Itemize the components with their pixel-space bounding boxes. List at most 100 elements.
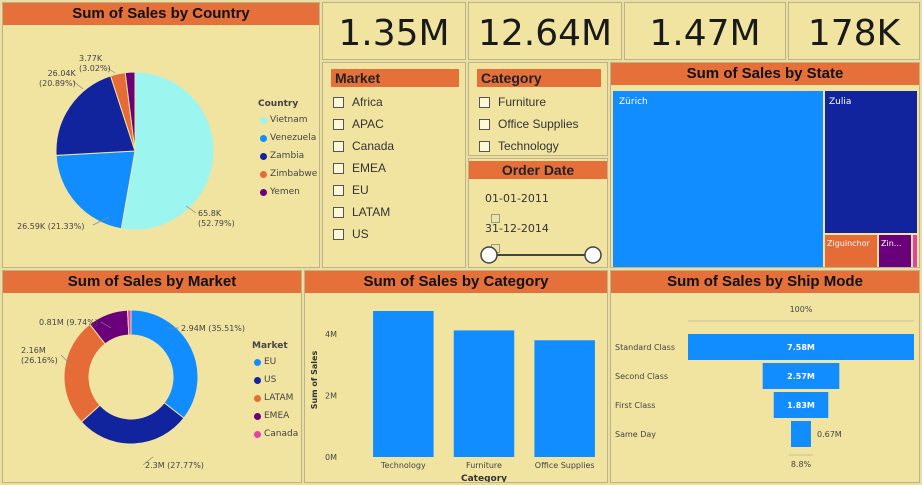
order-date-slicer: Order Date 01-01-2011 31-12-2014	[468, 158, 608, 268]
market-legend-title: Market	[252, 341, 288, 351]
category-option-furniture[interactable]: Furniture	[479, 95, 546, 109]
market-option-africa[interactable]: Africa	[333, 95, 383, 109]
bar-furniture[interactable]	[453, 330, 515, 457]
category-option-label: Technology	[498, 139, 559, 153]
calendar-icon[interactable]	[491, 213, 500, 223]
start-date-value: 01-01-2011	[485, 192, 549, 205]
category-bar-chart[interactable]: 0M 2M 4M Sum of Sales Technology Furniture Off…	[305, 271, 608, 483]
country-pie-chart[interactable]	[3, 3, 320, 268]
legend-item-venezuela[interactable]: Venezuela	[260, 133, 316, 143]
legend-item-zimbabwe[interactable]: Zimbabwe	[260, 169, 317, 179]
funnel-value-label: 1.83M	[787, 401, 815, 410]
slice-yemen[interactable]	[124, 71, 136, 152]
checkbox[interactable]	[479, 118, 490, 130]
funnel-value-label: 7.58M	[787, 343, 815, 352]
legend-swatch	[260, 170, 267, 178]
market-donut-chart[interactable]	[3, 271, 302, 483]
legend-label: LATAM	[264, 393, 294, 403]
category-option-label: Furniture	[498, 95, 547, 109]
slice-vietnam[interactable]	[120, 71, 215, 231]
kpi-card-3: 1.47M	[624, 2, 786, 60]
treemap-cell-ziguinchor[interactable]: Ziguinchor	[825, 235, 877, 267]
treemap-cell-zulia[interactable]: Zulia	[825, 91, 917, 233]
slider-handle-end[interactable]	[584, 246, 602, 264]
category-slicer: Category Furniture Office Supplies Technol…	[468, 62, 608, 156]
x-axis-label: Category	[461, 474, 507, 483]
funnel-bar-first-class[interactable]	[773, 392, 829, 418]
category-slicer-title: Category	[477, 69, 601, 87]
category-option-technology[interactable]: Technology	[479, 139, 559, 153]
checkbox[interactable]	[333, 140, 344, 152]
slice-us[interactable]	[80, 402, 185, 445]
start-date-input[interactable]: 01-01-2011	[481, 189, 561, 223]
bar-office-supplies[interactable]	[534, 340, 595, 457]
donut-label-latam: 2.16M (26.16%)	[21, 346, 58, 365]
market-option-label: EMEA	[352, 161, 387, 175]
checkbox[interactable]	[333, 184, 344, 196]
funnel-bar-same-day[interactable]	[791, 421, 811, 447]
checkbox[interactable]	[333, 96, 344, 108]
leader-line	[142, 456, 154, 466]
market-option-apac[interactable]: APAC	[333, 117, 384, 131]
market-donut-panel: Sum of Sales by Market Market EU US LATAM E…	[2, 270, 302, 483]
market-option-emea[interactable]: EMEA	[333, 161, 386, 175]
date-range-slider[interactable]	[469, 245, 608, 265]
market-option-canada[interactable]: Canada	[333, 139, 394, 153]
legend-swatch	[260, 188, 267, 196]
pie-label-zimbabwe: 3.77K (3.02%)	[79, 54, 111, 73]
slice-canada[interactable]	[127, 309, 132, 336]
funnel-bar-second-class[interactable]	[762, 363, 840, 389]
checkbox[interactable]	[333, 206, 344, 218]
kpi-card-2: 12.64M	[468, 2, 622, 60]
checkbox[interactable]	[479, 140, 490, 152]
legend-item-canada[interactable]: Canada	[254, 429, 298, 439]
legend-swatch	[260, 116, 267, 124]
legend-swatch	[254, 358, 261, 366]
funnel-category-label: First Class	[615, 401, 655, 410]
market-option-eu[interactable]: EU	[333, 183, 369, 197]
legend-label: Yemen	[270, 187, 300, 197]
treemap-cell-other[interactable]	[913, 235, 917, 267]
market-option-latam[interactable]: LATAM	[333, 205, 390, 219]
legend-swatch	[254, 430, 261, 438]
treemap-cell-zin[interactable]: Zin...	[879, 235, 911, 267]
legend-label: Venezuela	[270, 133, 317, 143]
legend-item-vietnam[interactable]: Vietnam	[260, 115, 308, 125]
checkbox[interactable]	[333, 162, 344, 174]
legend-item-eu[interactable]: EU	[254, 357, 276, 367]
funnel-bottom-label: 8.8%	[791, 460, 812, 469]
slice-zambia[interactable]	[55, 75, 136, 156]
shipmode-funnel-chart[interactable]: 100% Standard Class 7.58M Second Class 2.57M…	[611, 271, 920, 483]
funnel-category-label: Same Day	[615, 430, 656, 439]
leader-line	[60, 354, 70, 364]
treemap-cell-zurich[interactable]: Zürich	[613, 91, 823, 267]
legend-swatch	[254, 376, 261, 384]
category-bar-title: Sum of Sales by Category	[305, 271, 607, 293]
legend-item-zambia[interactable]: Zambia	[260, 151, 304, 161]
pie-label-venezuela: 26.59K (21.33%)	[17, 222, 85, 231]
leader-line	[102, 64, 116, 74]
legend-swatch	[260, 152, 267, 160]
category-option-office-supplies[interactable]: Office Supplies	[479, 117, 579, 131]
end-date-input[interactable]: 31-12-2014	[481, 219, 561, 253]
leader-line	[92, 216, 110, 226]
checkbox[interactable]	[479, 96, 490, 108]
checkbox[interactable]	[333, 228, 344, 240]
leader-line	[72, 80, 84, 90]
funnel-bar-standard-class[interactable]	[688, 334, 914, 360]
legend-item-latam[interactable]: LATAM	[254, 393, 293, 403]
country-pie-title: Sum of Sales by Country	[3, 3, 319, 25]
legend-item-emea[interactable]: EMEA	[254, 411, 289, 421]
market-slicer-title: Market	[331, 69, 459, 87]
checkbox[interactable]	[333, 118, 344, 130]
shipmode-funnel-panel: Sum of Sales by Ship Mode 100% Standard C…	[610, 270, 920, 483]
legend-item-yemen[interactable]: Yemen	[260, 187, 300, 197]
slider-handle-start[interactable]	[480, 246, 498, 264]
legend-swatch	[254, 412, 261, 420]
bar-technology[interactable]	[373, 311, 434, 457]
slice-venezuela[interactable]	[55, 150, 136, 230]
legend-swatch	[254, 394, 261, 402]
legend-item-us[interactable]: US	[254, 375, 276, 385]
funnel-top-label: 100%	[790, 305, 813, 314]
market-option-us[interactable]: US	[333, 227, 369, 241]
